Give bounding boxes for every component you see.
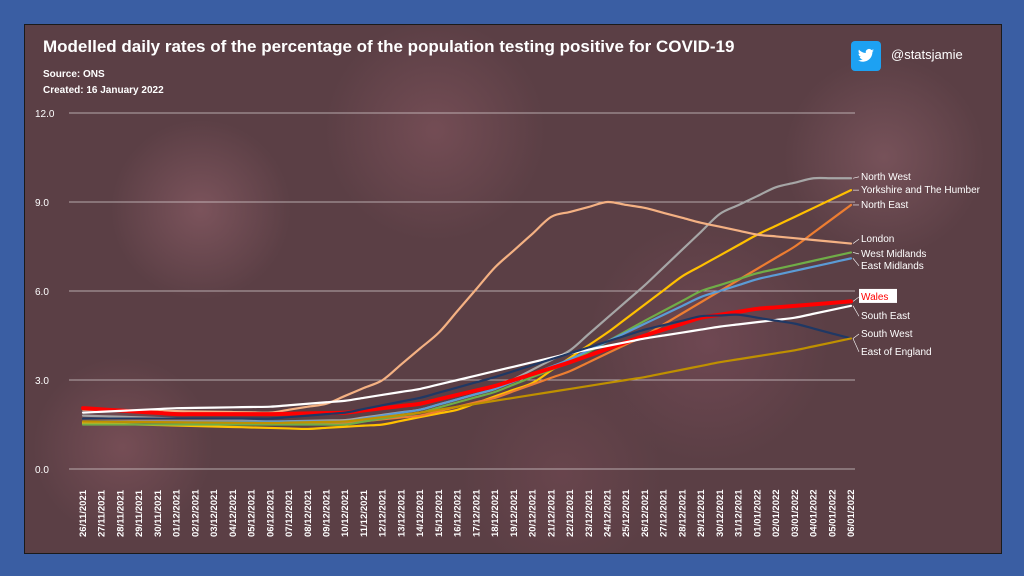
x-tick-label: 01/01/2022 bbox=[752, 489, 763, 537]
y-tick-label: 6.0 bbox=[35, 287, 49, 298]
series-label-yorkshire-and-the-humber: Yorkshire and The Humber bbox=[861, 185, 981, 196]
chart-frame: Modelled daily rates of the percentage o… bbox=[24, 24, 1002, 554]
x-tick-label: 26/12/2021 bbox=[640, 489, 651, 537]
x-tick-label: 14/12/2021 bbox=[415, 489, 426, 537]
x-tick-label: 22/12/2021 bbox=[565, 489, 576, 537]
x-tick-label: 03/12/2021 bbox=[209, 489, 220, 537]
x-tick-label: 18/12/2021 bbox=[490, 489, 501, 537]
series-label-south-east: South East bbox=[861, 311, 910, 322]
x-tick-label: 16/12/2021 bbox=[453, 489, 464, 537]
x-tick-label: 05/01/2022 bbox=[827, 489, 838, 537]
x-tick-label: 26/11/2021 bbox=[78, 489, 89, 537]
series-line-west-midlands bbox=[81, 251, 853, 426]
series-line-south-east bbox=[81, 304, 853, 414]
source-label: Source: ONS bbox=[43, 69, 105, 80]
x-tick-label: 24/12/2021 bbox=[602, 489, 613, 537]
series-label-london: London bbox=[861, 234, 894, 245]
x-axis: 26/11/2021 27/11/2021 28/11/2021 29/11/2021… bbox=[78, 489, 857, 537]
x-tick-label: 28/12/2021 bbox=[677, 489, 688, 537]
series-line-yorkshire-and-the-humber bbox=[81, 189, 853, 431]
twitter-bird-icon bbox=[851, 41, 881, 71]
series-label-north-east: North East bbox=[861, 200, 908, 211]
x-tick-label: 07/12/2021 bbox=[284, 489, 295, 537]
label-leader bbox=[852, 333, 860, 339]
label-leader bbox=[852, 338, 860, 352]
x-tick-label: 09/12/2021 bbox=[322, 489, 333, 537]
series-labels: North West Yorkshire and The Humber North … bbox=[852, 172, 981, 358]
label-leader bbox=[852, 252, 860, 255]
series-label-west-midlands: West Midlands bbox=[861, 249, 926, 260]
series-line-south-west bbox=[81, 313, 853, 420]
series-line-east-of-england bbox=[81, 337, 853, 425]
x-tick-label: 29/11/2021 bbox=[134, 489, 145, 537]
x-tick-label: 03/01/2022 bbox=[790, 489, 801, 537]
x-tick-label: 15/12/2021 bbox=[434, 489, 445, 537]
x-tick-label: 30/11/2021 bbox=[153, 489, 164, 537]
series-line-east-midlands bbox=[81, 257, 853, 423]
x-tick-label: 27/11/2021 bbox=[97, 489, 108, 537]
x-tick-label: 25/12/2021 bbox=[621, 489, 632, 537]
x-tick-label: 13/12/2021 bbox=[396, 489, 407, 537]
y-tick-label: 0.0 bbox=[35, 465, 49, 476]
chart-title: Modelled daily rates of the percentage o… bbox=[43, 37, 735, 56]
x-tick-label: 20/12/2021 bbox=[528, 489, 539, 537]
x-tick-label: 06/01/2022 bbox=[846, 489, 857, 537]
label-leader bbox=[852, 258, 860, 266]
x-tick-label: 19/12/2021 bbox=[509, 489, 520, 537]
x-tick-label: 11/12/2021 bbox=[359, 489, 370, 537]
y-axis: 0.0 3.0 6.0 9.0 12.0 bbox=[35, 109, 55, 476]
twitter-handle[interactable]: @statsjamie bbox=[891, 47, 963, 62]
x-tick-label: 10/12/2021 bbox=[340, 489, 351, 537]
series-label-north-west: North West bbox=[861, 172, 911, 183]
x-tick-label: 27/12/2021 bbox=[659, 489, 670, 537]
x-tick-label: 17/12/2021 bbox=[471, 489, 482, 537]
line-chart: 0.0 3.0 6.0 9.0 12.0 26/11/2021 27/11/2021 28/… bbox=[35, 109, 981, 537]
y-tick-label: 12.0 bbox=[35, 109, 55, 120]
x-tick-label: 30/12/2021 bbox=[715, 489, 726, 537]
label-leader bbox=[852, 305, 860, 317]
x-tick-label: 06/12/2021 bbox=[265, 489, 276, 537]
x-tick-label: 02/12/2021 bbox=[190, 489, 201, 537]
x-tick-label: 12/12/2021 bbox=[378, 489, 389, 537]
label-leader bbox=[852, 176, 860, 179]
x-tick-label: 04/01/2022 bbox=[809, 489, 820, 537]
y-tick-label: 9.0 bbox=[35, 198, 49, 209]
label-leader bbox=[852, 296, 860, 302]
x-tick-label: 01/12/2021 bbox=[172, 489, 183, 537]
x-tick-label: 05/12/2021 bbox=[247, 489, 258, 537]
series-line-london bbox=[81, 200, 853, 414]
label-leader bbox=[852, 238, 860, 244]
created-label: Created: 16 January 2022 bbox=[43, 85, 164, 96]
x-tick-label: 29/12/2021 bbox=[696, 489, 707, 537]
series-lines bbox=[81, 176, 853, 431]
x-tick-label: 08/12/2021 bbox=[303, 489, 314, 537]
x-tick-label: 04/12/2021 bbox=[228, 489, 239, 537]
x-tick-label: 28/11/2021 bbox=[115, 489, 126, 537]
y-tick-label: 3.0 bbox=[35, 376, 49, 387]
x-tick-label: 02/01/2022 bbox=[771, 489, 782, 537]
series-label-south-west: South West bbox=[861, 329, 913, 340]
x-tick-label: 23/12/2021 bbox=[584, 489, 595, 537]
label-box-wales bbox=[859, 288, 897, 303]
series-label-wales: Wales bbox=[861, 292, 888, 303]
x-tick-label: 21/12/2021 bbox=[546, 489, 557, 537]
series-label-east-midlands: East Midlands bbox=[861, 261, 924, 272]
x-tick-label: 31/12/2021 bbox=[734, 489, 745, 537]
series-label-east-of-england: East of England bbox=[861, 347, 932, 358]
